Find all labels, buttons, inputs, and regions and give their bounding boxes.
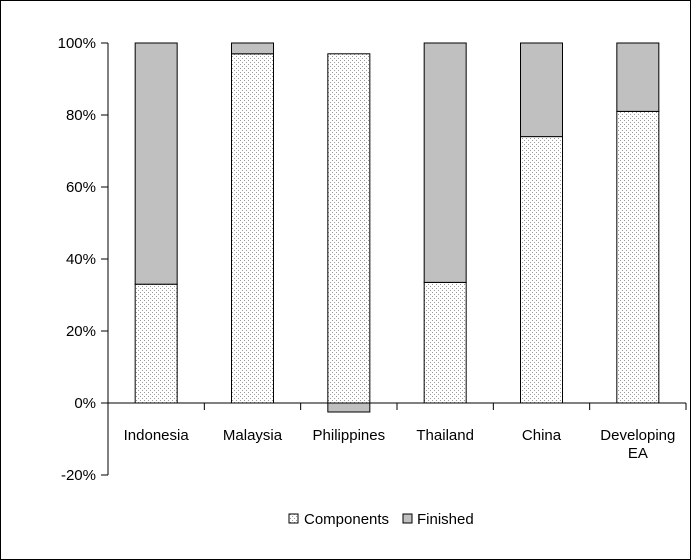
y-axis: 100% 80% 60% 40% 20% 0% -20% — [58, 35, 109, 484]
y-tick-label: 40% — [66, 251, 96, 268]
x-category-label: Indonesia — [124, 427, 190, 444]
bar-finished-4 — [520, 42, 563, 138]
bar-components-0 — [134, 283, 178, 404]
y-tick-label: 60% — [66, 179, 96, 196]
x-axis: Indonesia Malaysia Philippines Thailand Chin… — [107, 402, 687, 462]
y-tick-label: 20% — [66, 323, 96, 340]
x-category-label: Developing — [600, 427, 675, 444]
legend-swatch-components — [288, 513, 299, 524]
bar-components-4 — [520, 136, 563, 404]
x-category-label: EA — [628, 445, 648, 462]
x-category-label: Malaysia — [223, 427, 283, 444]
bar-components-1 — [231, 53, 274, 404]
legend-swatch-finished — [402, 513, 413, 524]
bar-finished-3 — [423, 42, 467, 283]
x-category-label: Thailand — [416, 427, 474, 444]
y-tick-label: 80% — [66, 107, 96, 124]
x-category-label: China — [522, 427, 562, 444]
bar-finished-5 — [616, 42, 660, 112]
bar-components-3 — [423, 281, 467, 404]
bar-components-2 — [327, 53, 371, 404]
bar-finished-1 — [231, 42, 274, 55]
bar-finished-2 — [327, 402, 371, 413]
y-tick-label: 100% — [58, 35, 96, 52]
legend: Components Finished — [288, 511, 474, 528]
legend-label-finished: Finished — [417, 511, 474, 528]
legend-label-components: Components — [304, 511, 389, 528]
x-category-label: Philippines — [313, 427, 386, 444]
bars — [134, 42, 660, 413]
y-tick-label: -20% — [61, 467, 96, 484]
bar-components-5 — [616, 110, 660, 404]
bar-finished-0 — [134, 42, 178, 285]
stacked-bar-chart: 100% 80% 60% 40% 20% 0% -20% Indonesia Malaysia… — [58, 35, 687, 528]
y-tick-label: 0% — [74, 395, 96, 412]
